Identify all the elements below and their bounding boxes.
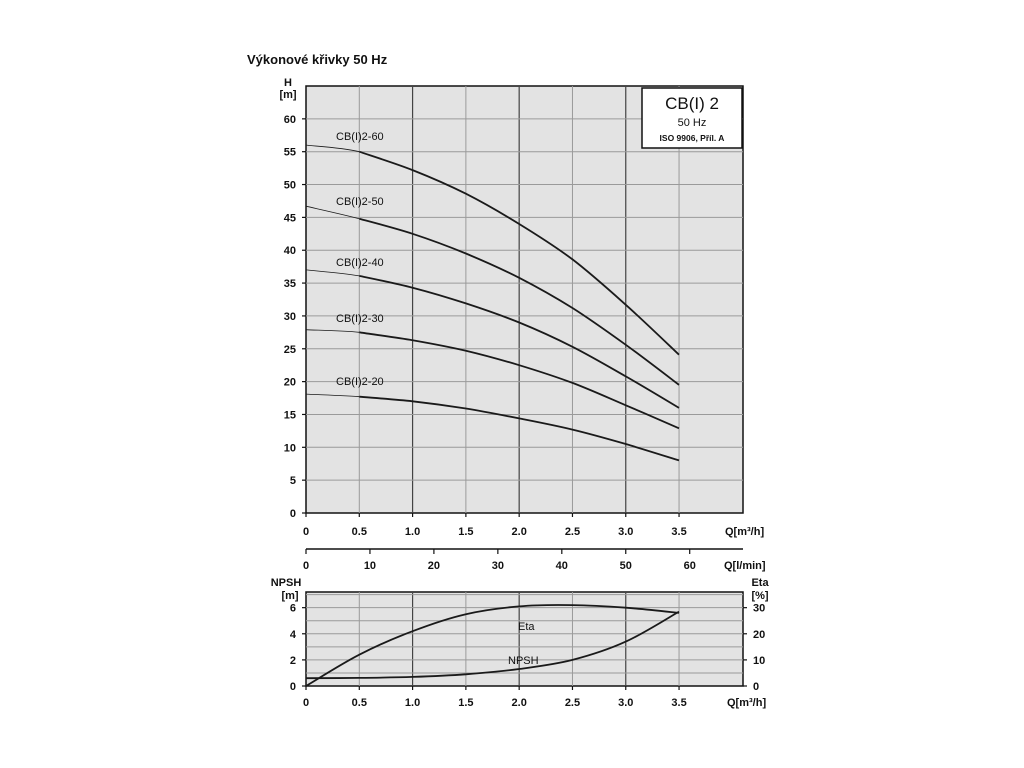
x-axis-label: Q[m³/h] [725,526,764,538]
eta-axis-label: Eta [751,577,769,589]
y-right-tick-label: 0 [753,681,759,693]
badge-frequency: 50 Hz [678,117,707,129]
page-title: Výkonové křivky 50 Hz [247,52,388,67]
x-axis-label-bottom: Q[m³/h] [727,697,766,709]
flow-lmin-axis: 0 10 20 30 40 50 60 Q[l/min] [303,548,766,572]
series-line-cb-i-2-50 [359,217,680,386]
series-cb-i-2-20: CB(I)2-20 [305,376,680,462]
head-axes: 0 5 10 15 20 25 30 35 40 45 50 55 60 0 0.5 1.0 1.5 2.0 2.5… [279,77,764,538]
npsh-axis-label: NPSH [271,577,302,589]
x-tick-label: 2.5 [565,526,580,538]
y-tick-label: 55 [284,147,296,159]
y-tick-label: 60 [284,114,296,126]
series-label-cb-i-2-60: CB(I)2-60 [336,131,384,143]
y-tick-label: 50 [284,180,296,192]
x-tick-label: 1.5 [458,526,473,538]
series-line-start-cb-i-2-50 [305,205,360,220]
y-tick-label: 15 [284,409,296,421]
y-left-tick-label: 6 [290,603,296,615]
series-line-cb-i-2-40 [359,275,680,409]
lmin-tick-label: 60 [684,560,696,572]
x-tick-label: 0.5 [352,697,367,709]
npsh-eta-chart: Eta NPSH 0 2 4 6 0 10 20 30 0 0.5 1.0 1.5 2.0 2.5 3.0 3.… [271,577,770,709]
y-tick-label: 45 [284,212,296,224]
lmin-tick-label: 10 [364,560,376,572]
pump-badge: CB(I) 2 50 Hz ISO 9906, Příl. A [641,87,743,149]
x-tick-label: 3.5 [671,526,686,538]
y-tick-label: 40 [284,245,296,257]
y-tick-label: 5 [290,475,296,487]
lmin-tick-label: 0 [303,560,309,572]
x-tick-label: 2.0 [512,697,527,709]
y-axis-label: H [284,77,292,89]
series-label-cb-i-2-20: CB(I)2-20 [336,376,384,388]
series-eta: Eta [305,604,680,687]
y-right-tick-label: 20 [753,629,765,641]
series-label-cb-i-2-40: CB(I)2-40 [336,257,384,269]
x-tick-label: 0.5 [352,526,367,538]
x-tick-label: 2.5 [565,697,580,709]
npsh-axis-unit: [m] [281,590,298,602]
y-tick-label: 30 [284,311,296,323]
series-line-npsh [305,610,680,680]
series-line-start-cb-i-2-30 [305,329,360,333]
series-label-cb-i-2-30: CB(I)2-30 [336,313,384,325]
y-axis-unit: [m] [279,89,296,101]
series-line-cb-i-2-30 [359,331,680,430]
lmin-tick-label: 30 [492,560,504,572]
y-tick-label: 0 [290,508,296,520]
y-right-tick-label: 10 [753,655,765,667]
head-curves-chart: CB(I)2-60 CB(I)2-50 CB(I)2-40 CB(I)2-30 CB(I… [279,77,764,538]
y-left-tick-label: 4 [290,629,297,641]
x-tick-label: 1.5 [458,697,473,709]
series-line-start-cb-i-2-40 [305,269,360,277]
x-tick-label: 1.0 [405,526,420,538]
series-line-eta [305,604,680,687]
y-tick-label: 20 [284,377,296,389]
lmin-tick-label: 40 [556,560,568,572]
series-npsh: NPSH [305,610,680,680]
badge-model: CB(I) 2 [665,94,719,113]
head-plot-area [305,85,744,514]
x-tick-label: 3.0 [618,526,633,538]
lmin-tick-label: 50 [620,560,632,572]
y-tick-label: 25 [284,344,296,356]
series-cb-i-2-30: CB(I)2-30 [305,313,680,430]
y-tick-label: 35 [284,278,296,290]
eta-axis-unit: [%] [751,590,768,602]
series-line-cb-i-2-20 [359,395,680,462]
x-tick-label: 3.0 [618,697,633,709]
series-cb-i-2-40: CB(I)2-40 [305,257,680,409]
series-label-eta: Eta [518,621,535,633]
lmin-tick-label: 20 [428,560,440,572]
head-series-group: CB(I)2-60 CB(I)2-50 CB(I)2-40 CB(I)2-30 CB(I… [305,131,680,462]
x-tick-label: 3.5 [671,697,686,709]
series-line-start-cb-i-2-20 [305,393,360,398]
x-tick-label: 0 [303,526,309,538]
npsh-eta-series-group: Eta NPSH [305,604,680,687]
y-right-tick-label: 30 [753,603,765,615]
x-tick-label: 0 [303,697,309,709]
badge-standard: ISO 9906, Příl. A [660,133,725,143]
series-cb-i-2-60: CB(I)2-60 [305,131,680,356]
series-cb-i-2-50: CB(I)2-50 [305,196,680,386]
series-label-cb-i-2-50: CB(I)2-50 [336,196,384,208]
y-left-tick-label: 2 [290,655,296,667]
y-left-tick-label: 0 [290,681,296,693]
x-tick-label: 1.0 [405,697,420,709]
badge-box [641,87,743,149]
series-label-npsh: NPSH [508,655,539,667]
lmin-axis-label: Q[l/min] [724,560,766,572]
y-tick-label: 10 [284,442,296,454]
series-line-start-cb-i-2-60 [305,144,360,153]
series-line-cb-i-2-60 [359,150,680,356]
npsh-eta-grid [306,592,743,686]
head-grid [306,86,743,513]
x-tick-label: 2.0 [512,526,527,538]
